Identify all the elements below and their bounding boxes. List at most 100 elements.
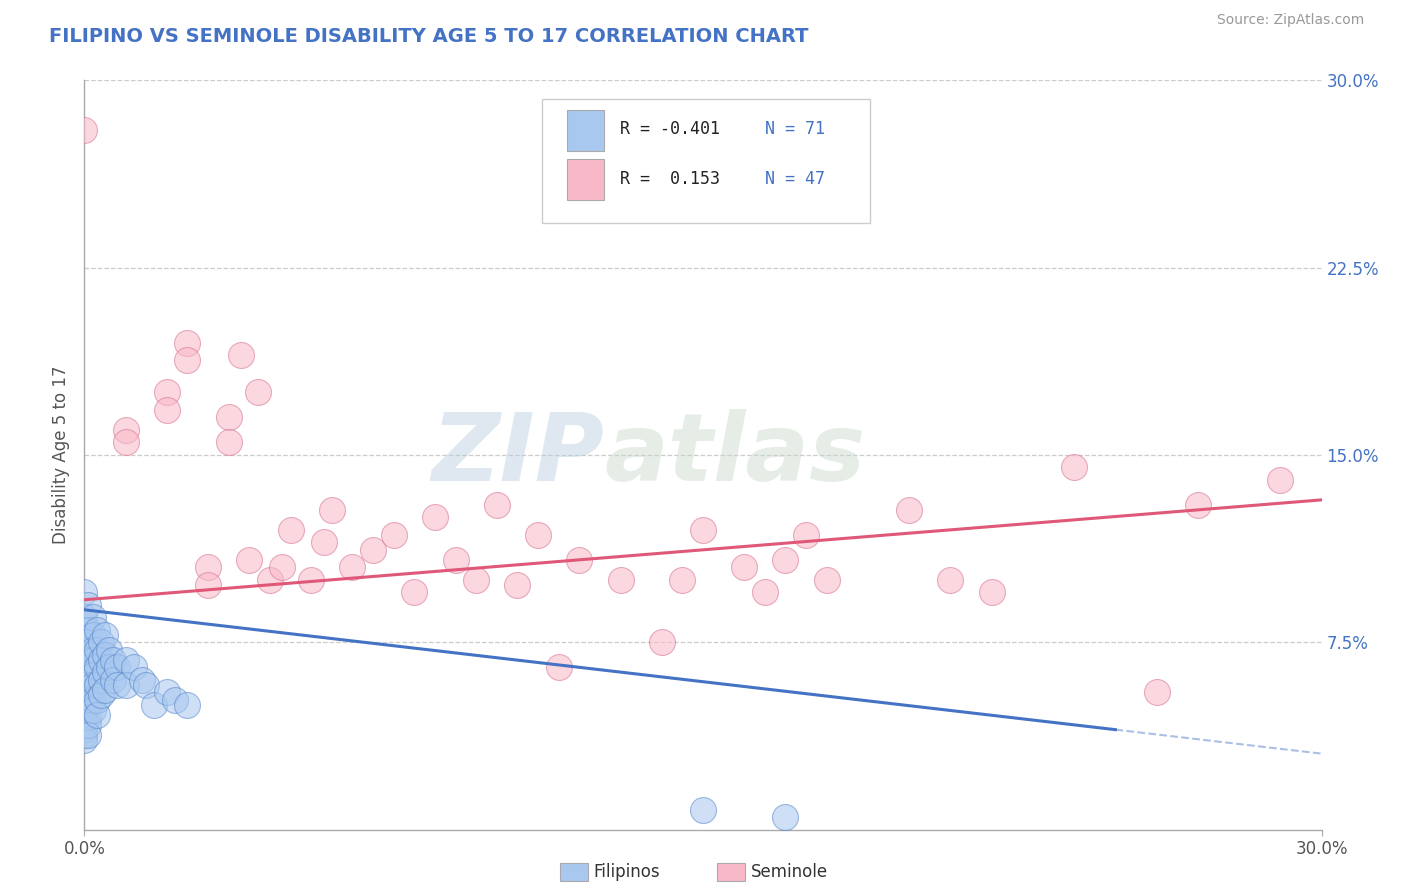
Point — [568, 553, 591, 567]
Point — [114, 653, 136, 667]
Point — [692, 523, 714, 537]
Point — [271, 560, 294, 574]
Point — [82, 610, 104, 624]
Point — [94, 682, 117, 697]
Point — [73, 723, 96, 737]
Point — [77, 678, 100, 692]
Point — [94, 665, 117, 680]
Point — [73, 703, 96, 717]
Point — [86, 678, 108, 692]
Point — [86, 692, 108, 706]
Point — [86, 660, 108, 674]
Point — [218, 435, 240, 450]
Text: R =  0.153: R = 0.153 — [620, 170, 720, 188]
Y-axis label: Disability Age 5 to 17: Disability Age 5 to 17 — [52, 366, 70, 544]
Point — [73, 610, 96, 624]
Point — [609, 573, 631, 587]
Point — [77, 623, 100, 637]
Point — [94, 628, 117, 642]
Point — [77, 728, 100, 742]
Point — [156, 385, 179, 400]
Point — [90, 688, 112, 702]
Point — [94, 648, 117, 662]
Point — [77, 710, 100, 724]
Point — [176, 698, 198, 712]
Point — [794, 528, 817, 542]
Point — [77, 648, 100, 662]
Point — [114, 678, 136, 692]
Point — [73, 665, 96, 680]
Text: R = -0.401: R = -0.401 — [620, 120, 720, 138]
Point — [299, 573, 322, 587]
Point — [82, 678, 104, 692]
Point — [176, 335, 198, 350]
Point — [82, 628, 104, 642]
Point — [176, 353, 198, 368]
FancyBboxPatch shape — [543, 99, 870, 223]
Text: ZIP: ZIP — [432, 409, 605, 501]
Point — [485, 498, 508, 512]
Point — [73, 710, 96, 724]
Point — [280, 523, 302, 537]
Point — [1187, 498, 1209, 512]
Point — [73, 685, 96, 699]
Point — [259, 573, 281, 587]
Text: atlas: atlas — [605, 409, 865, 501]
Point — [156, 403, 179, 417]
Point — [775, 553, 797, 567]
Point — [815, 573, 838, 587]
Point — [105, 678, 128, 692]
Point — [103, 673, 125, 687]
Point — [73, 698, 96, 712]
Point — [1270, 473, 1292, 487]
Point — [238, 553, 260, 567]
Point — [1063, 460, 1085, 475]
Bar — [567, 111, 605, 152]
Point — [1146, 685, 1168, 699]
Point — [218, 410, 240, 425]
Point — [733, 560, 755, 574]
Point — [754, 585, 776, 599]
Point — [651, 635, 673, 649]
Point — [671, 573, 693, 587]
Point — [82, 667, 104, 681]
Point — [229, 348, 252, 362]
Bar — [567, 159, 605, 200]
Point — [82, 653, 104, 667]
Text: Source: ZipAtlas.com: Source: ZipAtlas.com — [1216, 13, 1364, 28]
Text: Filipinos: Filipinos — [593, 863, 659, 881]
Point — [143, 698, 166, 712]
Point — [86, 623, 108, 637]
Text: Seminole: Seminole — [751, 863, 828, 881]
Point — [775, 810, 797, 824]
Point — [898, 503, 921, 517]
Point — [156, 685, 179, 699]
Point — [342, 560, 364, 574]
Point — [73, 123, 96, 137]
Point — [98, 642, 121, 657]
Point — [90, 653, 112, 667]
Point — [135, 678, 157, 692]
Point — [77, 635, 100, 649]
Point — [73, 642, 96, 657]
Point — [423, 510, 446, 524]
Point — [77, 660, 100, 674]
Point — [382, 528, 405, 542]
Point — [105, 660, 128, 674]
Point — [73, 660, 96, 674]
Point — [404, 585, 426, 599]
Point — [547, 660, 569, 674]
Point — [73, 623, 96, 637]
Point — [444, 553, 467, 567]
Point — [114, 435, 136, 450]
Point — [980, 585, 1002, 599]
Text: N = 71: N = 71 — [765, 120, 825, 138]
Point — [122, 660, 145, 674]
Point — [73, 653, 96, 667]
Point — [527, 528, 550, 542]
Point — [73, 585, 96, 599]
Point — [197, 578, 219, 592]
Point — [73, 732, 96, 747]
Text: FILIPINO VS SEMINOLE DISABILITY AGE 5 TO 17 CORRELATION CHART: FILIPINO VS SEMINOLE DISABILITY AGE 5 TO… — [49, 27, 808, 45]
Text: N = 47: N = 47 — [765, 170, 825, 188]
